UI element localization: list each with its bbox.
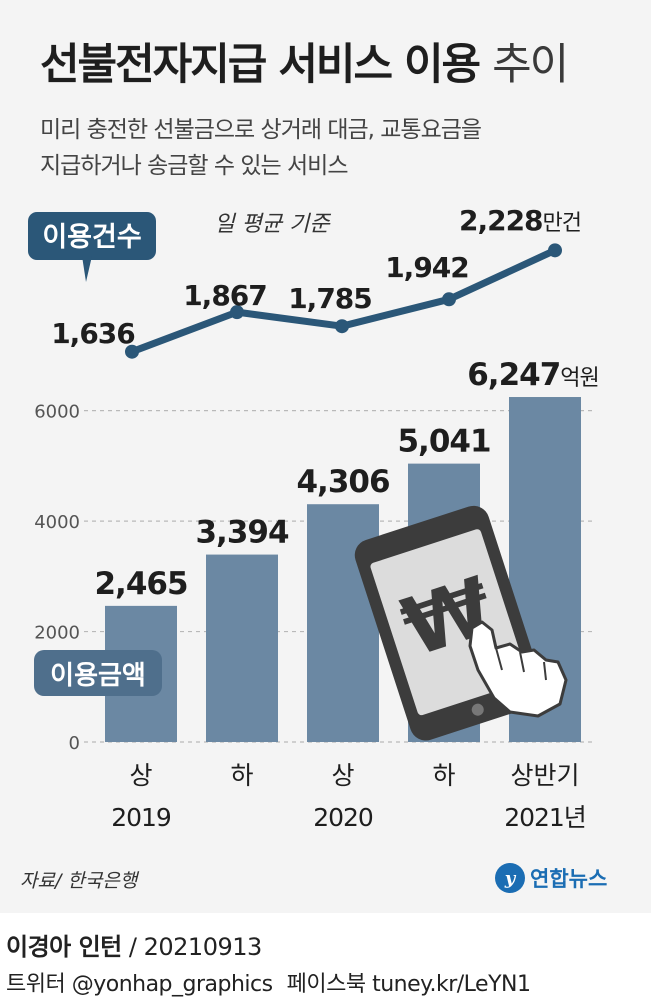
x-tick-label: 하: [230, 761, 253, 790]
line-unit-label: 만건: [543, 211, 581, 236]
yonhap-logo: y 연합뉴스: [495, 863, 607, 893]
x-tick-label: 상반기: [510, 761, 579, 790]
bar-value-label: 5,041: [397, 424, 490, 460]
line-point: [125, 344, 139, 359]
line-value-label: 2,228만건: [459, 204, 581, 237]
subtitle-line-2: 지급하거나 송금할 수 있는 서비스: [40, 153, 348, 179]
line-badge-label: 이용건수: [42, 222, 141, 253]
yonhap-logo-icon: [495, 863, 525, 893]
x-tick-label: 상: [331, 761, 354, 790]
source-note: 자료/ 한국은행: [20, 870, 138, 892]
x-tick-year-label: 2021년: [504, 803, 586, 832]
publish-date: / 20210913: [121, 933, 262, 961]
line-value-label: 1,942: [385, 251, 469, 284]
bar-value-label: 6,247억원: [467, 357, 599, 393]
x-tick-year-label: 2020: [313, 803, 373, 832]
social-line: 트위터 @yonhap_graphics 페이스북 tuney.kr/LeYN1: [6, 966, 531, 998]
svg-text:y: y: [504, 868, 517, 889]
line-value-label: 1,636: [51, 317, 135, 350]
x-tick-year-label: 2019: [111, 803, 171, 832]
page-subtitle: 미리 충전한 선불금으로 상거래 대금, 교통요금을 지급하거나 송금할 수 있…: [40, 112, 620, 184]
line-series-badge: 이용건수: [28, 212, 156, 282]
pointer-hand-icon: [468, 620, 568, 718]
subtitle-line-1: 미리 충전한 선불금으로 상거래 대금, 교통요금을: [40, 117, 482, 143]
twitter-handle[interactable]: 트위터 @yonhap_graphics: [6, 972, 273, 997]
bar-value-label: 3,394: [195, 515, 288, 551]
title-main: 선불전자지급 서비스 이용: [40, 40, 481, 90]
y-axis-ticks: 0 2000 4000 6000: [34, 402, 80, 754]
page-title: 선불전자지급 서비스 이용 추이: [40, 30, 640, 92]
y-tick-label: 0: [69, 733, 80, 754]
infographic-card: 선불전자지급 서비스 이용 추이 미리 충전한 선불금으로 상거래 대금, 교통…: [0, 0, 651, 913]
bar: [206, 554, 278, 742]
y-tick-label: 2000: [34, 623, 80, 644]
author-name: 이경아 인턴: [6, 933, 122, 961]
y-tick-label: 6000: [34, 402, 80, 423]
x-axis-labels: 상 2019 하 상 2020 하 상반기 2021년: [111, 761, 587, 832]
bar-series-badge: 이용금액: [34, 650, 162, 696]
facebook-link[interactable]: 페이스북 tuney.kr/LeYN1: [286, 972, 531, 997]
x-tick-label: 하: [432, 761, 455, 790]
yonhap-logo-text: 연합뉴스: [530, 867, 607, 891]
line-note: 일 평균 기준: [214, 212, 331, 237]
y-tick-label: 4000: [34, 512, 80, 533]
line-point: [442, 292, 456, 307]
bar-value-label: 4,306: [296, 464, 389, 500]
line-point: [548, 243, 562, 258]
title-trend: 추이: [492, 40, 569, 90]
line-point: [335, 319, 349, 334]
bar-badge-label: 이용금액: [50, 661, 146, 691]
credit-line: 이경아 인턴 / 20210913: [6, 927, 262, 962]
line-point: [230, 305, 244, 320]
bar-unit-label: 억원: [560, 366, 598, 391]
line-value-label: 1,867: [183, 279, 267, 312]
x-tick-label: 상: [129, 761, 152, 790]
line-value-label: 1,785: [288, 282, 372, 315]
bar-value-label: 2,465: [94, 566, 187, 602]
